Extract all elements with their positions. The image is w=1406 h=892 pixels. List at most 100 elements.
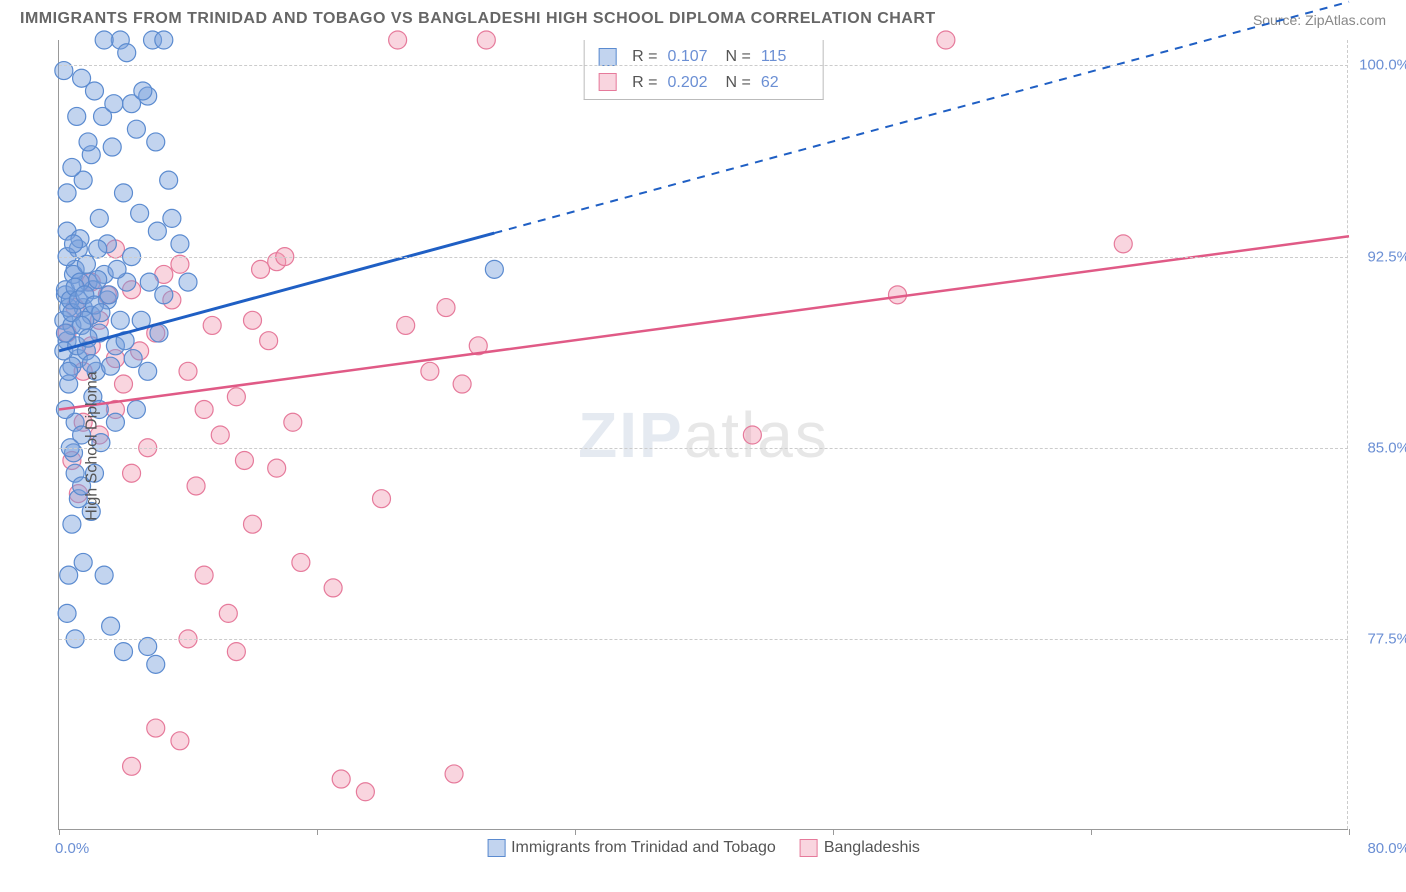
legend-swatch xyxy=(800,839,818,857)
bottom-legend: Immigrants from Trinidad and Tobago Bangl… xyxy=(487,839,920,857)
scatter-point-a xyxy=(155,31,173,49)
scatter-point-a xyxy=(124,350,142,368)
scatter-point-b xyxy=(203,316,221,334)
scatter-point-b xyxy=(421,362,439,380)
legend-label: Bangladeshis xyxy=(824,839,920,856)
scatter-point-a xyxy=(127,120,145,138)
scatter-point-a xyxy=(115,184,133,202)
chart-title: IMMIGRANTS FROM TRINIDAD AND TOBAGO VS B… xyxy=(20,10,936,28)
legend-swatch xyxy=(598,48,616,66)
scatter-point-b xyxy=(252,260,270,278)
scatter-point-a xyxy=(139,362,157,380)
scatter-point-b xyxy=(147,719,165,737)
scatter-point-a xyxy=(90,209,108,227)
scatter-point-a xyxy=(115,643,133,661)
scatter-point-a xyxy=(155,286,173,304)
scatter-point-a xyxy=(127,401,145,419)
trend-line-a-dashed xyxy=(494,2,1349,233)
scatter-point-a xyxy=(95,31,113,49)
scatter-point-a xyxy=(485,260,503,278)
scatter-point-a xyxy=(148,222,166,240)
scatter-point-a xyxy=(55,62,73,80)
scatter-point-b xyxy=(397,316,415,334)
scatter-point-b xyxy=(437,299,455,317)
y-tick-label: 77.5% xyxy=(1367,630,1406,647)
y-tick-label: 85.0% xyxy=(1367,439,1406,456)
legend-swatch xyxy=(487,839,505,857)
x-tick xyxy=(1349,829,1350,835)
chart-container: IMMIGRANTS FROM TRINIDAD AND TOBAGO VS B… xyxy=(0,0,1406,892)
scatter-point-a xyxy=(108,260,126,278)
chart-source: Source: ZipAtlas.com xyxy=(1253,12,1386,28)
scatter-point-a xyxy=(56,324,74,342)
scatter-point-a xyxy=(111,311,129,329)
scatter-point-b xyxy=(235,451,253,469)
x-tick-label-start: 0.0% xyxy=(55,840,89,857)
stats-legend-box: R =0.107N =115R =0.202N =62 xyxy=(583,40,824,100)
scatter-point-a xyxy=(79,133,97,151)
scatter-point-a xyxy=(77,255,95,273)
scatter-point-b xyxy=(195,566,213,584)
scatter-point-b xyxy=(123,757,141,775)
scatter-point-a xyxy=(140,273,158,291)
scatter-point-a xyxy=(134,82,152,100)
scatter-point-b xyxy=(219,604,237,622)
x-tick xyxy=(833,829,834,835)
scatter-point-b xyxy=(324,579,342,597)
scatter-point-a xyxy=(147,133,165,151)
scatter-point-b xyxy=(477,31,495,49)
scatter-point-a xyxy=(171,235,189,253)
scatter-point-a xyxy=(58,184,76,202)
scatter-point-b xyxy=(171,732,189,750)
legend-swatch xyxy=(598,73,616,91)
scatter-point-a xyxy=(85,82,103,100)
scatter-point-b xyxy=(389,31,407,49)
scatter-point-b xyxy=(356,783,374,801)
scatter-point-b xyxy=(743,426,761,444)
scatter-point-a xyxy=(92,304,110,322)
scatter-point-b xyxy=(195,401,213,419)
stats-r-label: R = xyxy=(632,70,657,96)
scatter-point-a xyxy=(147,655,165,673)
gridline-h xyxy=(59,639,1348,640)
x-tick xyxy=(59,829,60,835)
scatter-point-a xyxy=(95,566,113,584)
legend-item: Bangladeshis xyxy=(800,839,920,857)
scatter-point-b xyxy=(244,311,262,329)
scatter-point-b xyxy=(115,375,133,393)
plot-area: ZIPatlas R =0.107N =115R =0.202N =62 Imm… xyxy=(58,40,1348,830)
scatter-point-b xyxy=(284,413,302,431)
scatter-point-b xyxy=(260,332,278,350)
scatter-point-b xyxy=(1114,235,1132,253)
scatter-point-a xyxy=(65,235,83,253)
scatter-point-a xyxy=(89,240,107,258)
gridline-h xyxy=(59,448,1348,449)
scatter-point-a xyxy=(139,638,157,656)
scatter-point-a xyxy=(102,357,120,375)
y-axis-title: High School Diploma xyxy=(84,371,102,520)
x-tick xyxy=(575,829,576,835)
stats-n-label: N = xyxy=(726,70,751,96)
x-tick-label-end: 80.0% xyxy=(1367,840,1406,857)
scatter-point-a xyxy=(105,95,123,113)
scatter-point-a xyxy=(74,553,92,571)
scatter-point-b xyxy=(445,765,463,783)
scatter-point-b xyxy=(227,388,245,406)
scatter-point-b xyxy=(211,426,229,444)
scatter-point-a xyxy=(63,158,81,176)
gridline-h xyxy=(59,65,1348,66)
scatter-point-b xyxy=(179,362,197,380)
scatter-point-b xyxy=(268,459,286,477)
legend-label: Immigrants from Trinidad and Tobago xyxy=(511,839,776,856)
y-tick-label: 100.0% xyxy=(1359,57,1406,74)
scatter-point-b xyxy=(937,31,955,49)
scatter-point-a xyxy=(179,273,197,291)
stats-r-value: 0.202 xyxy=(668,70,716,96)
scatter-point-a xyxy=(68,107,86,125)
stats-n-value: 62 xyxy=(761,70,809,96)
scatter-point-a xyxy=(60,566,78,584)
scatter-point-a xyxy=(60,362,78,380)
scatter-point-b xyxy=(123,464,141,482)
scatter-point-a xyxy=(102,617,120,635)
scatter-point-b xyxy=(453,375,471,393)
